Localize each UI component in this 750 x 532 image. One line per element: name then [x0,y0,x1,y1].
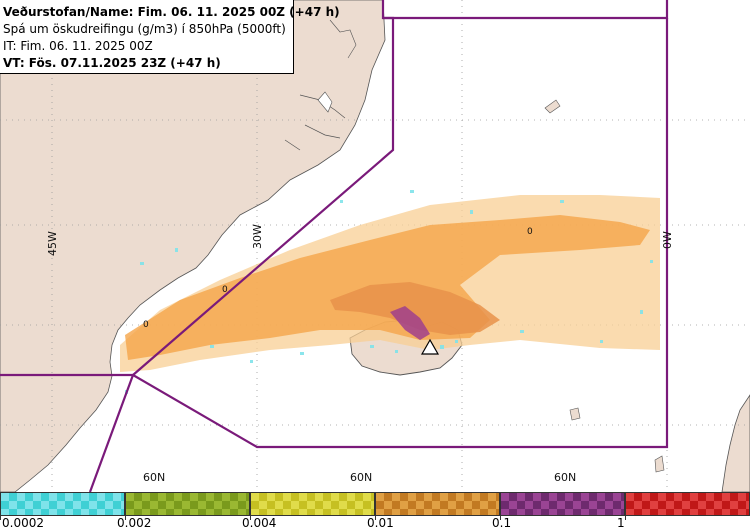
legend-tick-mark [500,516,501,520]
legend-color-bin [375,492,500,516]
region-boundary [0,0,669,492]
info-line-valid-time: VT: Fös. 07.11.2025 23Z (+47 h) [3,56,221,70]
contour-label-2: 0 [222,285,228,295]
info-line-product: Spá um öskudreifingu (g/m3) í 850hPa (50… [3,22,286,36]
longitude-label-0w: 0W [661,231,674,249]
map-canvas [0,0,750,492]
forecast-info-box: Veðurstofan/Name: Fim. 06. 11. 2025 00Z … [0,0,340,74]
latitude-label-1: 60N [143,471,166,484]
legend-color-bin [250,492,375,516]
legend-color-bin [0,492,125,516]
latitude-label-3: 60N [554,471,577,484]
legend-tick-mark [250,516,251,520]
greenland-land [0,0,386,492]
legend-tick-mark [625,516,626,520]
latitude-label-2: 60N [350,471,373,484]
legend-tick-mark [125,516,126,520]
legend-color-bin [125,492,250,516]
concentration-legend: 0.0002 0.002 0.004 0.01 0.1 1 [0,492,750,532]
legend-color-bin [500,492,625,516]
triangle-warning-icon[interactable] [420,338,440,355]
legend-tick-label: 0.0002 [2,516,44,530]
legend-tick-label: 0.004 [242,516,277,530]
ash-plume [120,190,660,394]
legend-color-bin [625,492,750,516]
longitude-label-30w: 30W [251,224,264,249]
legend-tick-mark [0,516,1,520]
info-line-source: Veðurstofan/Name: Fim. 06. 11. 2025 00Z … [3,5,340,19]
legend-tick-label: 1 [617,516,625,530]
legend-tick-label: 0.01 [367,516,394,530]
longitude-label-45w: 45W [46,231,59,256]
contour-label-3: 0 [527,227,533,237]
legend-tick-mark [375,516,376,520]
norway-land [721,394,750,492]
legend-tick-label: 0.002 [117,516,152,530]
info-line-initial-time: IT: Fim. 06. 11. 2025 00Z [3,39,153,53]
legend-tick-label: 0.1 [492,516,512,530]
contour-label-1: 0 [143,320,149,330]
